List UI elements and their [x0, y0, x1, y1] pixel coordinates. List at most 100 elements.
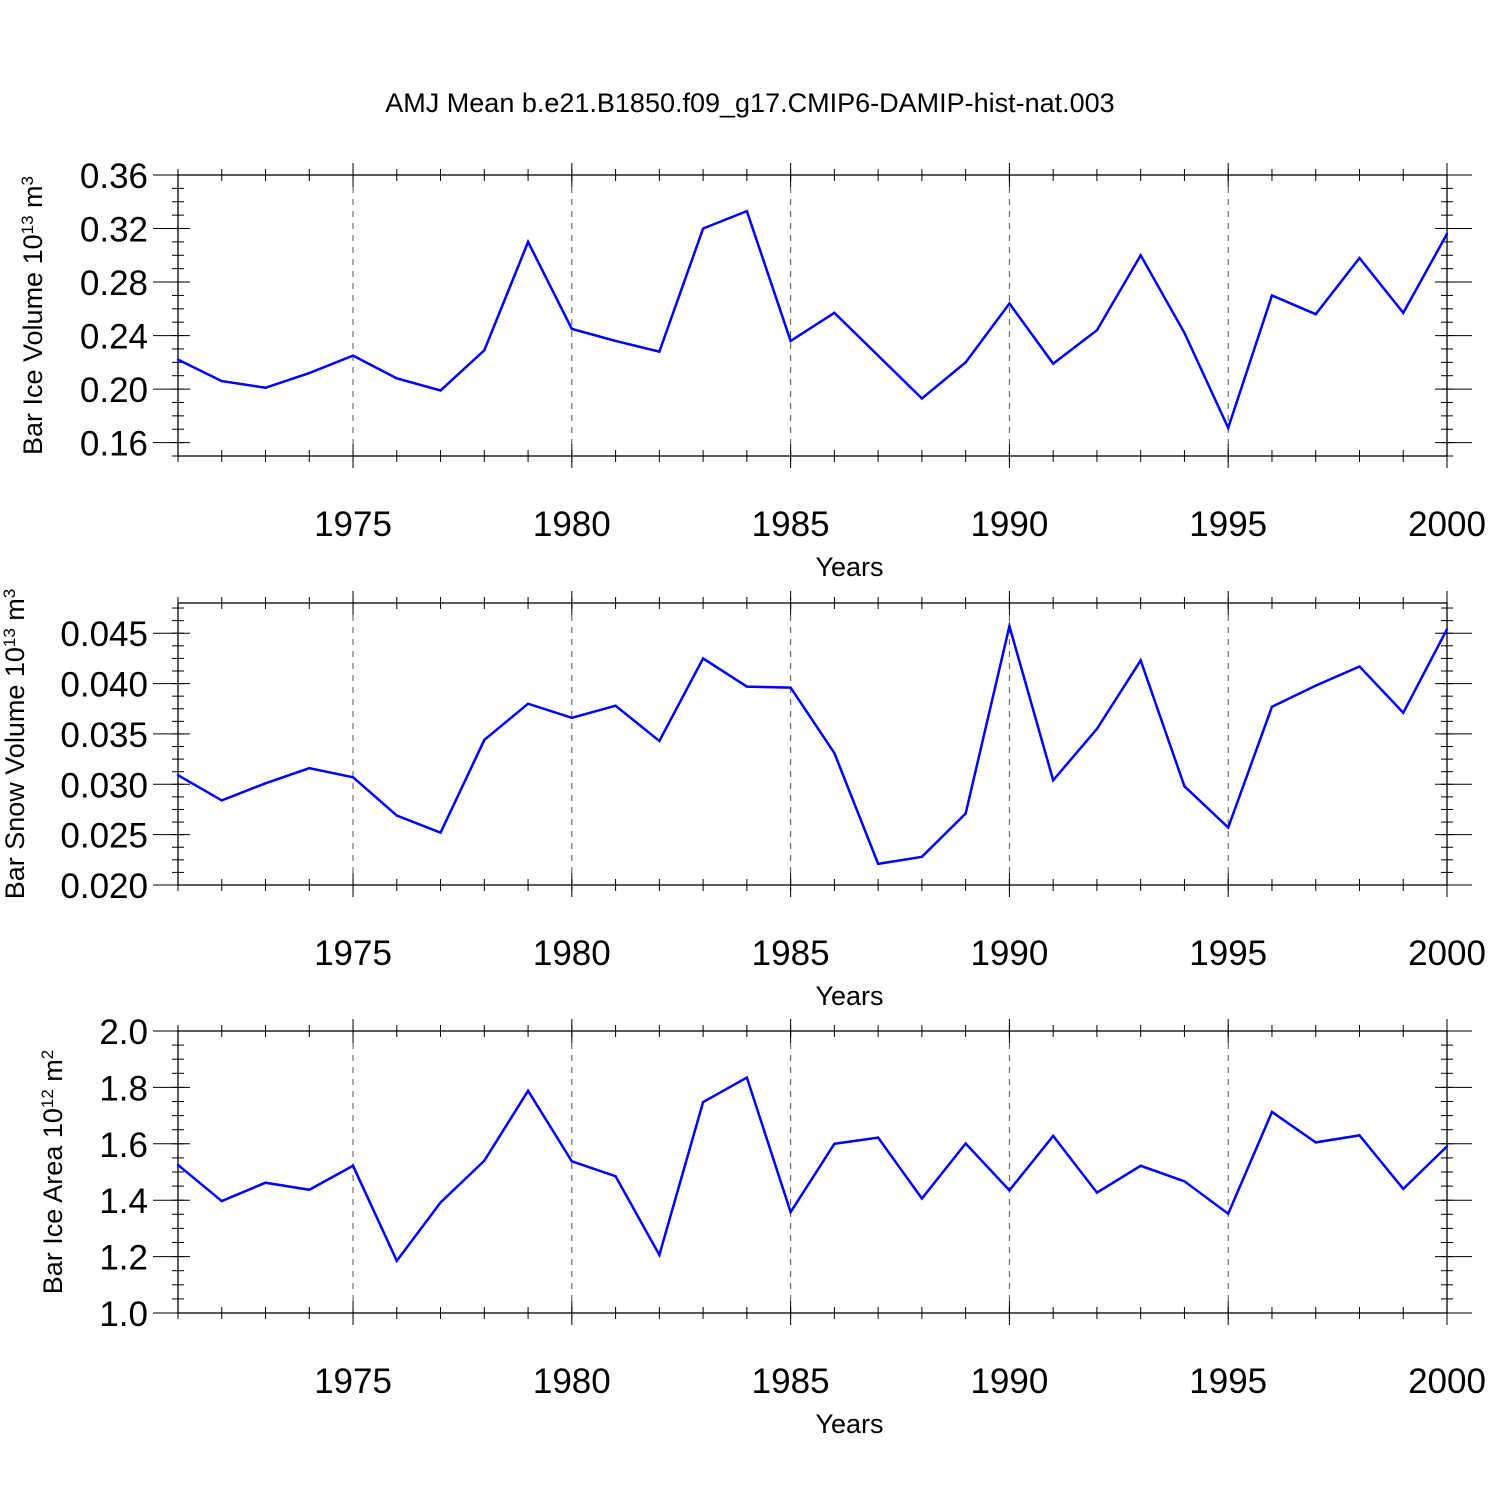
y-axis-label-text: Bar Ice Area 10	[38, 1108, 68, 1294]
y-axis-label-superscript: 13	[0, 628, 19, 647]
x-tick-label: 1980	[533, 934, 611, 973]
data-point	[264, 386, 267, 389]
data-point	[1008, 1189, 1011, 1192]
data-point	[395, 814, 398, 817]
data-point	[1051, 779, 1055, 782]
data-point	[745, 209, 749, 213]
y-tick-label: 0.045	[60, 615, 148, 654]
data-point	[570, 1160, 574, 1163]
y-tick-label: 1.0	[99, 1295, 148, 1334]
x-tick-label: 1995	[1189, 934, 1267, 973]
x-tick-label: 1995	[1189, 1362, 1267, 1401]
data-point	[308, 1188, 311, 1191]
data-point	[1270, 705, 1274, 708]
y-axis-label-text: Bar Snow Volume 10	[0, 647, 30, 899]
data-point	[176, 358, 180, 361]
data-point	[876, 862, 880, 866]
y-tick-label: 1.8	[99, 1069, 148, 1108]
y-tick-label: 0.36	[80, 157, 148, 196]
y-tick-label: 0.32	[80, 211, 148, 250]
y-tick-label: 0.025	[60, 817, 148, 856]
data-point	[395, 1259, 398, 1263]
data-point	[701, 1100, 705, 1104]
data-point	[570, 327, 574, 331]
data-point	[439, 831, 442, 834]
data-point	[1445, 1145, 1449, 1148]
x-tick-label: 1980	[533, 1362, 611, 1401]
x-tick-label: 1980	[533, 505, 611, 544]
data-point	[789, 1210, 792, 1214]
y-tick-label: 0.035	[60, 716, 148, 755]
data-point	[1402, 311, 1405, 315]
data-point	[1314, 1141, 1317, 1144]
data-point	[1095, 329, 1099, 332]
y-tick-label: 0.16	[80, 425, 148, 464]
data-point	[1314, 312, 1317, 316]
data-point	[614, 339, 617, 343]
y-axis-label: Bar Snow Volume 1013 m3	[0, 589, 30, 900]
y-axis-label-superscript: 12	[38, 1089, 57, 1108]
data-point	[1358, 1134, 1361, 1137]
data-point	[220, 1199, 223, 1203]
y-tick-label: 0.020	[60, 867, 148, 906]
data-point	[483, 349, 486, 352]
data-point	[1227, 826, 1230, 829]
data-point	[745, 1076, 749, 1079]
x-tick-label: 2000	[1408, 934, 1486, 973]
x-axis-label: Years	[815, 981, 883, 1011]
x-tick-label: 1995	[1189, 505, 1267, 544]
y-axis-label-superscript: 2	[38, 1050, 57, 1059]
y-tick-label: 0.20	[80, 371, 148, 410]
x-axis-label: Years	[815, 552, 883, 582]
data-point	[1051, 1134, 1055, 1138]
x-tick-label: 1975	[314, 934, 392, 973]
data-point	[964, 812, 967, 815]
data-point	[483, 1159, 486, 1162]
x-tick-label: 1990	[970, 1362, 1048, 1401]
data-point	[264, 1181, 267, 1184]
y-axis-label-text: m	[18, 185, 48, 215]
y-axis-label-superscript: 3	[0, 589, 19, 598]
x-tick-label: 1985	[752, 1362, 830, 1401]
data-point	[1139, 1164, 1142, 1167]
data-point	[308, 766, 311, 770]
data-point	[264, 782, 267, 785]
x-tick-label: 2000	[1408, 505, 1486, 544]
y-axis-label: Bar Ice Area 1012 m2	[38, 1050, 68, 1295]
panel-1: 0.16 0.20 0.24 0.28 0.32 0.36 1975 1980 1985 1990…	[18, 157, 1486, 582]
y-axis-label-text: Bar Ice Volume 10	[18, 234, 48, 455]
y-tick-label: 0.040	[60, 666, 148, 705]
data-point	[570, 716, 574, 720]
data-point	[789, 339, 792, 343]
y-axis-label-superscript: 3	[18, 176, 37, 185]
data-point	[439, 1201, 442, 1204]
x-tick-label: 1975	[314, 1362, 392, 1401]
y-axis-label-text: m	[0, 598, 30, 628]
data-point	[1008, 302, 1011, 305]
y-tick-label: 0.24	[80, 318, 148, 357]
data-point	[1270, 1110, 1274, 1114]
data-point	[1445, 627, 1449, 631]
y-tick-label: 0.28	[80, 264, 148, 303]
data-point	[1314, 684, 1317, 687]
y-tick-label: 1.4	[99, 1182, 148, 1221]
data-point	[1270, 294, 1274, 297]
data-point	[526, 702, 530, 705]
data-point	[176, 774, 180, 777]
data-point	[220, 379, 223, 383]
x-tick-label: 1985	[752, 505, 830, 544]
panel-2: 0.020 0.025 0.030 0.035 0.040 0.045 1975 1980 19…	[0, 589, 1486, 1011]
data-point	[1183, 1180, 1186, 1183]
figure-title: AMJ Mean b.e21.B1850.f09_g17.CMIP6-DAMIP…	[385, 88, 1114, 118]
data-point	[1227, 426, 1230, 430]
data-point	[876, 1136, 880, 1139]
data-point	[1358, 256, 1361, 260]
data-point	[1008, 624, 1011, 628]
data-point	[308, 371, 311, 375]
data-point	[876, 354, 880, 357]
data-point	[964, 1142, 967, 1145]
data-point	[658, 739, 661, 743]
data-point	[220, 799, 223, 802]
y-tick-label: 2.0	[99, 1013, 148, 1052]
